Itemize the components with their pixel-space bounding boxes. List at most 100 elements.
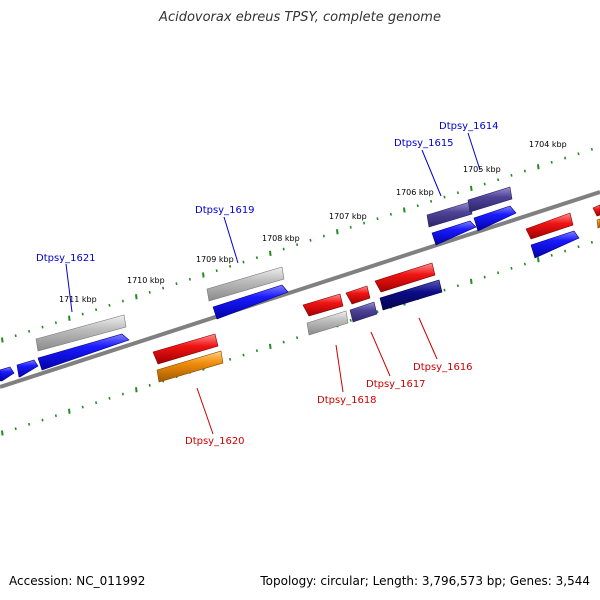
- gene-1621-blue: [37, 333, 130, 371]
- genome-backbone: [0, 190, 600, 389]
- scale-tick: [470, 185, 473, 192]
- reverse-genes: [152, 204, 600, 383]
- gene-1619-blue: [212, 284, 289, 320]
- scale-tick: [456, 191, 459, 195]
- scale-tick: [1, 430, 4, 436]
- scale-tick: [54, 414, 57, 418]
- forward-genes: [0, 186, 580, 382]
- gene-right-blue: [530, 230, 580, 259]
- scale-tick: [537, 257, 540, 263]
- gene-blue-2: [16, 359, 39, 378]
- scale-tick: [282, 340, 285, 344]
- scale-tick: [523, 169, 526, 173]
- scale-tick: [14, 334, 17, 338]
- scale-tick: [202, 272, 205, 278]
- scale-tick: [590, 240, 593, 244]
- scale-tick: [403, 207, 406, 213]
- scale-tick: [242, 353, 245, 357]
- scale-tick: [162, 286, 165, 290]
- scale-tick: [54, 321, 57, 325]
- scale-tick: [215, 269, 218, 273]
- kbp-label: 1711 kbp: [59, 295, 97, 304]
- scale-tick: [296, 243, 299, 247]
- kbp-label: 1707 kbp: [329, 212, 367, 221]
- scale-tick: [282, 247, 285, 251]
- gene-leader-line: [196, 387, 214, 435]
- scale-tick: [336, 229, 339, 235]
- scale-tick: [537, 164, 540, 170]
- scale-tick: [269, 250, 272, 257]
- scale-tick: [550, 160, 553, 164]
- scale-tick: [309, 238, 312, 242]
- reverse-scale-ticks: [1, 240, 593, 436]
- gene-label: Dtpsy_1619: [195, 205, 255, 216]
- scale-tick: [550, 253, 553, 257]
- scale-tick: [590, 147, 593, 151]
- scale-tick: [255, 256, 258, 260]
- gene-1618-grey: [306, 310, 349, 336]
- gene-leader-line: [223, 216, 239, 264]
- gene-1614-slate: [467, 186, 513, 213]
- gene-label: Dtpsy_1614: [439, 121, 499, 132]
- scale-tick: [121, 299, 124, 303]
- scale-tick: [95, 308, 98, 312]
- scale-tick: [229, 357, 232, 361]
- scale-tick: [81, 312, 84, 316]
- scale-tick: [28, 422, 31, 426]
- gene-label: Dtpsy_1620: [185, 436, 245, 447]
- scale-tick: [443, 288, 446, 292]
- gene-leader-line: [418, 317, 438, 360]
- scale-tick: [108, 396, 111, 400]
- scale-tick: [389, 212, 392, 216]
- forward-scale-ticks: [1, 147, 593, 343]
- scale-tick: [322, 234, 325, 238]
- gene-leader-line: [370, 331, 391, 377]
- scale-tick: [68, 315, 71, 321]
- scale-tick: [497, 271, 500, 275]
- scale-tick: [483, 275, 486, 279]
- scale-tick: [68, 408, 71, 414]
- gene-label: Dtpsy_1616: [413, 362, 473, 373]
- scale-tick: [121, 392, 124, 396]
- kbp-label: 1705 kbp: [463, 165, 501, 174]
- gene-right-red-2: [592, 204, 600, 217]
- scale-tick: [443, 195, 446, 199]
- scale-tick: [108, 303, 111, 307]
- scale-tick: [81, 405, 84, 409]
- kbp-label: 1709 kbp: [196, 255, 234, 264]
- scale-tick: [497, 178, 500, 182]
- gene-blue-1: [0, 366, 15, 382]
- kbp-label: 1706 kbp: [396, 188, 434, 197]
- scale-tick: [577, 245, 580, 249]
- gene-1615-blue: [431, 220, 477, 246]
- scale-tick: [510, 266, 513, 270]
- scale-tick: [349, 225, 352, 229]
- scale-tick: [255, 349, 258, 353]
- gene-1619-grey: [206, 266, 285, 302]
- scale-tick: [296, 336, 299, 340]
- gene-1614-blue: [473, 205, 517, 232]
- gene-right-orange: [596, 218, 600, 229]
- scale-tick: [28, 329, 31, 333]
- scale-tick: [470, 278, 473, 285]
- scale-tick: [188, 277, 191, 281]
- scale-tick: [430, 199, 433, 203]
- gene-1616-red: [374, 262, 436, 293]
- gene-label: Dtpsy_1618: [317, 395, 377, 406]
- scale-tick: [135, 387, 138, 393]
- scale-tick: [376, 310, 379, 314]
- scale-tick: [510, 173, 513, 177]
- gene-1618-red: [302, 293, 344, 317]
- gene-1615-slate: [426, 201, 473, 228]
- gene-leader-line: [467, 132, 481, 171]
- topology-label: Topology: circular; Length: 3,796,573 bp…: [260, 574, 590, 588]
- kbp-scale-labels: 1711 kbp 1710 kbp 1709 kbp 1708 kbp 1707 kbp…: [59, 140, 567, 304]
- map-title: Acidovorax ebreus TPSY, complete genome: [159, 10, 441, 25]
- kbp-label: 1708 kbp: [262, 234, 300, 243]
- scale-tick: [349, 318, 352, 322]
- scale-tick: [363, 221, 366, 225]
- gene-leader-line: [65, 263, 73, 313]
- scale-tick: [456, 284, 459, 288]
- gene-leader-line: [421, 149, 442, 197]
